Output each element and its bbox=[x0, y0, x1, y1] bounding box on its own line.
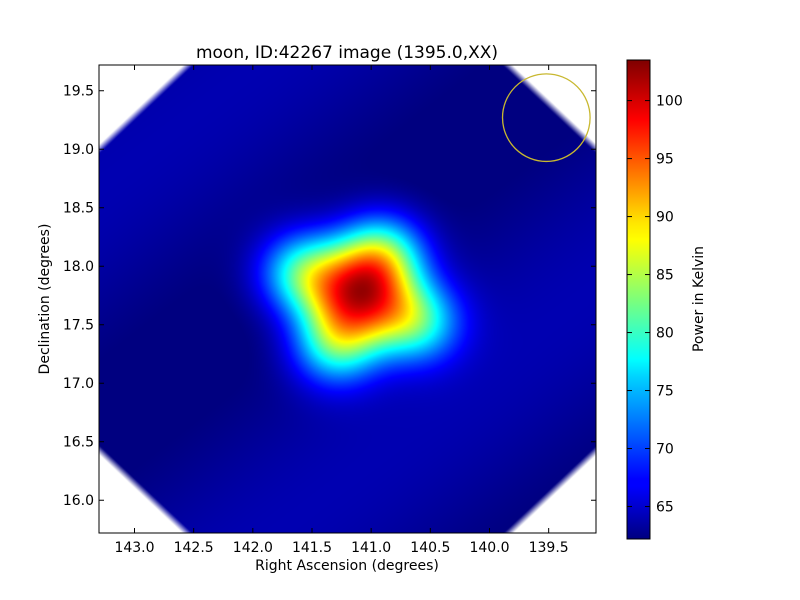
colorbar-tick-label: 85 bbox=[656, 268, 674, 284]
colorbar-tick-label: 75 bbox=[656, 384, 674, 400]
x-tick-label: 140.5 bbox=[410, 540, 450, 556]
x-tick-label: 141.0 bbox=[351, 540, 391, 556]
y-tick-label: 19.5 bbox=[63, 84, 94, 100]
x-tick-label: 141.5 bbox=[292, 540, 332, 556]
colorbar-label: Power in Kelvin bbox=[691, 246, 707, 352]
colorbar-ticks: 65 70 75 80 85 90 95 100 bbox=[627, 94, 683, 516]
x-tick-label: 142.5 bbox=[174, 540, 214, 556]
x-tick-label: 139.5 bbox=[529, 540, 569, 556]
y-tick-label: 17.0 bbox=[63, 376, 94, 392]
y-tick-label: 17.5 bbox=[63, 318, 94, 334]
beam-circle bbox=[501, 73, 591, 163]
colorbar-tick-label: 70 bbox=[656, 442, 674, 458]
x-tick-label: 142.0 bbox=[233, 540, 273, 556]
colorbar-tick-label: 95 bbox=[656, 152, 674, 168]
y-tick-label: 16.5 bbox=[63, 435, 94, 451]
x-tick-label: 140.0 bbox=[469, 540, 509, 556]
colorbar-gradient bbox=[626, 59, 651, 540]
y-tick-label: 18.5 bbox=[63, 201, 94, 217]
x-tick-label: 143.0 bbox=[114, 540, 154, 556]
heatmap-image bbox=[99, 65, 596, 533]
y-tick-label: 16.0 bbox=[63, 493, 94, 509]
plot-frame bbox=[98, 64, 597, 534]
colorbar-tick-label: 100 bbox=[656, 94, 683, 110]
colorbar-tick-label: 80 bbox=[656, 326, 674, 342]
colorbar-tick-label: 65 bbox=[656, 500, 674, 516]
y-tick-label: 18.0 bbox=[63, 259, 94, 275]
colorbar-tick-label: 90 bbox=[656, 210, 674, 226]
x-axis-label: Right Ascension (degrees) bbox=[255, 558, 439, 574]
x-axis-ticks: 143.0 142.5 142.0 141.5 141.0 140.5 140.0 139.5 bbox=[114, 65, 569, 556]
colorbar: 65 70 75 80 85 90 95 100 Power in Kelvin bbox=[626, 59, 707, 540]
chart-title: moon, ID:42267 image (1395.0,XX) bbox=[196, 43, 498, 63]
y-tick-label: 19.0 bbox=[63, 142, 94, 158]
plot-area bbox=[98, 64, 597, 534]
y-axis-ticks: 16.0 16.5 17.0 17.5 18.0 18.5 19.0 19.5 bbox=[63, 84, 596, 509]
y-axis-label: Declination (degrees) bbox=[37, 224, 53, 375]
